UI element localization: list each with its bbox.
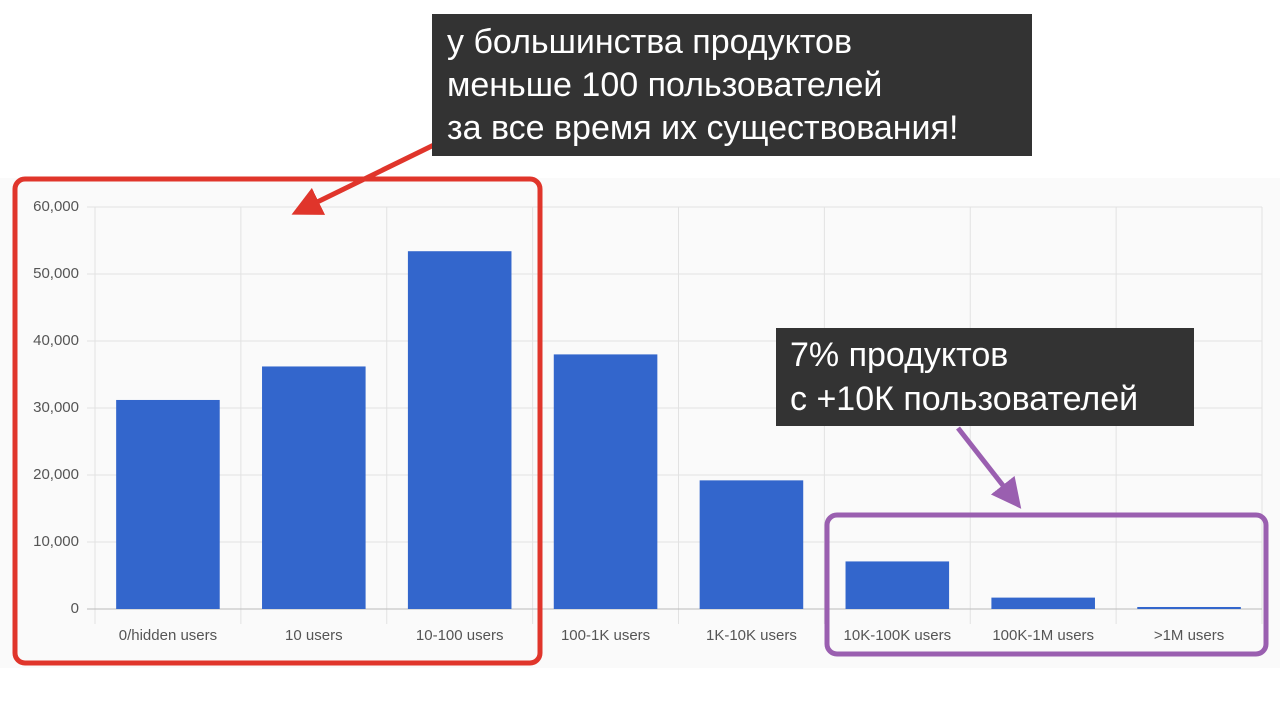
arrow bbox=[956, 426, 1022, 509]
y-tick-label: 50,000 bbox=[33, 265, 79, 282]
bar bbox=[116, 399, 220, 609]
x-tick-label: 10-100 users bbox=[416, 627, 504, 644]
bar bbox=[699, 480, 804, 609]
annotation-text: 7% продуктов bbox=[790, 336, 1008, 374]
x-tick-label: 100K-1M users bbox=[992, 627, 1094, 644]
x-tick-label: 10 users bbox=[285, 627, 343, 644]
y-tick-label: 0 bbox=[71, 600, 79, 617]
x-tick-label: 1K-10K users bbox=[706, 627, 797, 644]
x-tick-label: 100-1K users bbox=[561, 627, 650, 644]
highlight-box bbox=[824, 512, 1269, 657]
annotation-box bbox=[432, 14, 1032, 156]
bar bbox=[991, 597, 1095, 609]
annotation-text: за все время их существования! bbox=[447, 109, 958, 147]
x-tick-label: 0/hidden users bbox=[119, 627, 217, 644]
highlight-box bbox=[12, 176, 543, 666]
annotation-box bbox=[776, 328, 1194, 426]
bar bbox=[407, 251, 512, 609]
annotation-text: меньше 100 пользователей bbox=[447, 66, 882, 104]
bar bbox=[553, 354, 658, 609]
y-tick-label: 40,000 bbox=[33, 332, 79, 349]
bar bbox=[262, 366, 366, 609]
y-tick-label: 30,000 bbox=[33, 399, 79, 416]
y-tick-label: 20,000 bbox=[33, 466, 79, 483]
x-tick-label: >1M users bbox=[1154, 627, 1224, 644]
annotation-text: с +10К пользователей bbox=[790, 380, 1138, 418]
bar bbox=[1137, 606, 1241, 609]
annotation-text: у большинства продуктов bbox=[447, 23, 852, 61]
bar bbox=[845, 561, 950, 609]
arrow bbox=[291, 139, 442, 215]
y-tick-label: 10,000 bbox=[33, 533, 79, 550]
plot-area: 0 10,000 20,000 30,000 40,000 50,000 60,000 0/h… bbox=[33, 198, 1263, 644]
x-tick-label: 10K-100K users bbox=[844, 627, 952, 644]
y-tick-label: 60,000 bbox=[33, 198, 79, 215]
